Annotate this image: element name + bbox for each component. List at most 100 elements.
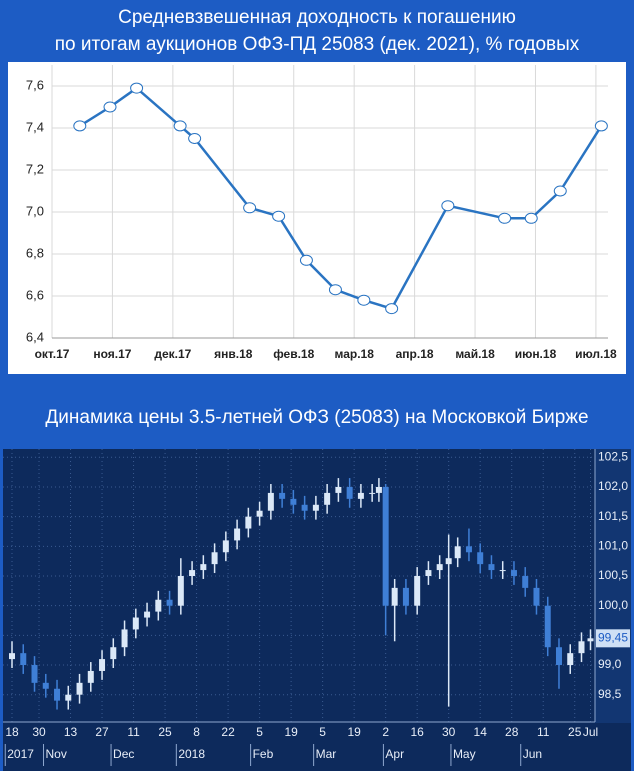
candle-body bbox=[155, 599, 162, 612]
candle-body bbox=[54, 688, 61, 701]
candle-body bbox=[234, 528, 241, 541]
candle-body bbox=[454, 546, 461, 559]
candle-body bbox=[144, 611, 151, 618]
x-month-label: Feb bbox=[253, 747, 274, 761]
data-point bbox=[385, 303, 399, 315]
x-tick-label: 2 bbox=[382, 725, 389, 739]
y-tick-label: 101,5 bbox=[598, 509, 628, 523]
data-point bbox=[73, 120, 87, 132]
chart-title: Средневзвешенная доходность к погашению bbox=[118, 7, 516, 28]
x-tick-label: ноя.17 bbox=[93, 347, 131, 361]
x-tick-label: июл.18 bbox=[575, 347, 617, 361]
candle-body bbox=[110, 647, 117, 660]
x-tick-label: июн.18 bbox=[515, 347, 557, 361]
candle-body bbox=[369, 492, 376, 494]
x-month-label: 2018 bbox=[178, 747, 205, 761]
x-tick-label: 8 bbox=[193, 725, 200, 739]
candle-body bbox=[200, 564, 207, 571]
x-tick-label: 19 bbox=[347, 725, 361, 739]
y-tick-label: 100,0 bbox=[598, 598, 628, 612]
candle-body bbox=[279, 492, 286, 499]
candle-body bbox=[211, 552, 218, 565]
candle-body bbox=[9, 653, 16, 660]
x-tick-label: май.18 bbox=[455, 347, 495, 361]
x-tick-label: 5 bbox=[256, 725, 263, 739]
chart-title: по итогам аукционов ОФЗ-ПД 25083 (дек. 2… bbox=[55, 34, 580, 55]
x-tick-label: мар.18 bbox=[334, 347, 374, 361]
candle-body bbox=[132, 617, 139, 630]
data-point bbox=[103, 101, 117, 113]
candle-body bbox=[391, 587, 398, 606]
candle-body bbox=[76, 682, 83, 695]
candle-body bbox=[522, 576, 529, 588]
candle-body bbox=[346, 486, 353, 499]
chart-title: Динамика цены 3.5-летней ОФЗ (25083) на … bbox=[45, 407, 588, 428]
candle-body bbox=[301, 504, 308, 511]
candle-body bbox=[414, 576, 421, 606]
last-price-label: 99,45 bbox=[598, 630, 628, 644]
x-tick-label: 5 bbox=[319, 725, 326, 739]
candle-body bbox=[587, 638, 594, 642]
last-price-box bbox=[596, 629, 630, 648]
candle-body bbox=[87, 670, 94, 683]
candle-body bbox=[425, 570, 432, 577]
candle-body bbox=[189, 570, 196, 577]
x-month-label: Apr bbox=[385, 747, 404, 761]
y-tick-label: 6,8 bbox=[26, 245, 44, 260]
data-point bbox=[594, 120, 608, 132]
series-line bbox=[79, 86, 603, 311]
candle-body bbox=[267, 492, 274, 511]
candle-body bbox=[312, 504, 319, 511]
x-tick-label: 25 bbox=[158, 725, 172, 739]
x-month-label: Jun bbox=[523, 747, 542, 761]
candle-body bbox=[245, 516, 252, 529]
x-tick-label: янв.18 bbox=[214, 347, 253, 361]
x-tick-label: 11 bbox=[127, 725, 140, 739]
candle-body bbox=[65, 694, 72, 701]
y-tick-label: 7,0 bbox=[26, 203, 44, 218]
candle-body bbox=[121, 629, 128, 648]
data-point bbox=[130, 82, 144, 94]
x-tick-label: 30 bbox=[442, 725, 456, 739]
candle-body bbox=[578, 641, 585, 654]
candle-body bbox=[166, 599, 173, 606]
candle-body bbox=[375, 486, 382, 493]
data-point bbox=[328, 284, 342, 296]
candle-body bbox=[222, 540, 229, 553]
x-tick-label: 19 bbox=[284, 725, 298, 739]
candle-body bbox=[324, 492, 331, 505]
data-point bbox=[173, 120, 187, 132]
candle-body bbox=[567, 653, 574, 666]
x-tick-label: 30 bbox=[32, 725, 46, 739]
candle-body bbox=[99, 659, 106, 671]
y-tick-label: 102,0 bbox=[598, 479, 628, 493]
x-tick-label: 16 bbox=[410, 725, 424, 739]
x-month-label: 2017 bbox=[7, 747, 34, 761]
candle-body bbox=[31, 665, 38, 683]
x-tick-label: дек.17 bbox=[154, 347, 191, 361]
axis-panel bbox=[595, 449, 631, 723]
x-tick-label: 18 bbox=[5, 725, 19, 739]
x-month-label: Dec bbox=[113, 747, 134, 761]
candle-body bbox=[290, 498, 297, 505]
y-tick-label: 98,5 bbox=[598, 687, 622, 701]
candle-body bbox=[544, 605, 551, 648]
x-tick-label: 25 bbox=[568, 725, 582, 739]
y-tick-label: 6,4 bbox=[26, 329, 44, 344]
candle-body bbox=[177, 576, 184, 606]
data-point bbox=[357, 294, 371, 306]
candle-body bbox=[465, 546, 472, 553]
data-point bbox=[498, 212, 512, 224]
x-tick-label: 22 bbox=[221, 725, 235, 739]
y-tick-label: 7,2 bbox=[26, 161, 44, 176]
candle-body bbox=[42, 682, 49, 689]
y-tick-label: 100,5 bbox=[598, 568, 628, 582]
y-tick-label: 7,6 bbox=[26, 77, 44, 92]
data-point bbox=[188, 133, 202, 144]
candle-body bbox=[436, 564, 443, 571]
candle-body bbox=[445, 558, 452, 565]
x-month-label: May bbox=[453, 747, 476, 761]
x-tick-label: Jul bbox=[583, 725, 598, 739]
candle-body bbox=[335, 486, 342, 493]
